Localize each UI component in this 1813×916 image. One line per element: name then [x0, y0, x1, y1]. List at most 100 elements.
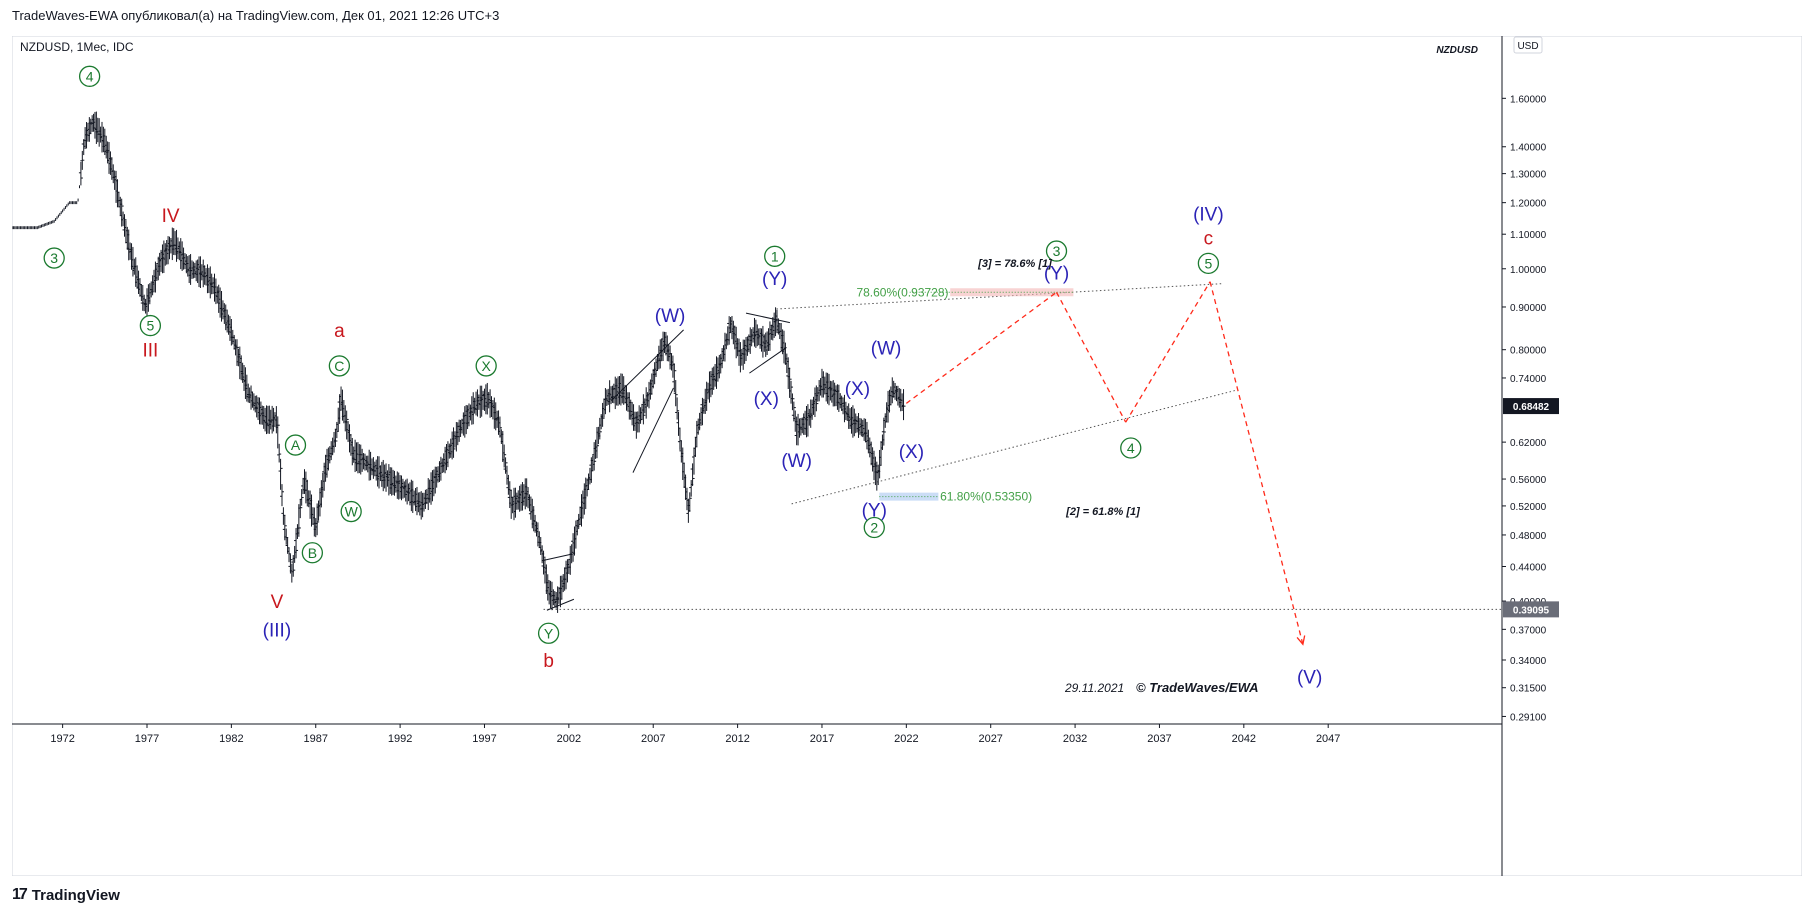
wave-label-circle: [764, 245, 786, 267]
trendline: [610, 329, 684, 402]
x-tick-label: 1982: [219, 733, 243, 745]
forecast-segment: [1055, 291, 1127, 423]
y-tick-label: 1.40000: [1510, 143, 1547, 154]
wave-label: (X): [754, 389, 779, 410]
chart-frame[interactable]: 78.60%(0.93728) 61.80%(0.53350) 4 3 IV 5 III a…: [11, 35, 1803, 877]
wave-label: 4: [1127, 440, 1135, 456]
y-tick-label: 0.74000: [1510, 374, 1547, 385]
forecast-segment: [905, 291, 1057, 404]
y-tick-label: 1.20000: [1510, 199, 1547, 210]
wave-label-circle: [1120, 437, 1142, 459]
y-tick-label: 0.34000: [1510, 656, 1547, 667]
footer-brand[interactable]: TradingView: [31, 886, 120, 904]
wave-label: 5: [146, 318, 154, 334]
y-tick-label: 0.90000: [1510, 303, 1547, 314]
x-tick-label: 2032: [1063, 733, 1087, 745]
fib-top-label: 78.60%(0.93728): [856, 285, 948, 299]
x-tick-label: 1997: [472, 733, 496, 745]
x-tick-label: 2012: [725, 733, 749, 745]
wave-label: (III): [263, 620, 292, 641]
wave-label: (X): [845, 379, 870, 400]
y-tick-label: 0.48000: [1510, 531, 1547, 542]
wave-label: c: [1204, 229, 1214, 250]
x-tick-label: 2022: [894, 733, 918, 745]
wave-label: A: [291, 437, 301, 453]
wave-label: W: [345, 504, 359, 520]
wave-label: (IV): [1193, 204, 1224, 225]
currency-button[interactable]: USD: [1513, 36, 1543, 54]
wave-label-circle: [284, 434, 307, 456]
x-tick-label: 2017: [810, 733, 834, 745]
wave-label: X: [481, 358, 491, 374]
wave-label-circle: [1197, 252, 1220, 275]
y-tick-label: 0.56000: [1510, 475, 1547, 486]
trendline: [791, 389, 1236, 505]
chart-svg[interactable]: 78.60%(0.93728) 61.80%(0.53350) 4 3 IV 5 III a…: [11, 35, 1803, 877]
wave-label: 4: [86, 68, 94, 84]
wave-label: (W): [655, 306, 686, 327]
trendline: [541, 553, 571, 562]
x-tick-label: 1972: [50, 733, 74, 745]
forecast-layer: [905, 281, 1306, 646]
wave-label: 5: [1204, 255, 1212, 271]
wave-label-circle: [1045, 240, 1068, 262]
wave-label: 3: [50, 250, 58, 266]
y-tick-label: 0.62000: [1510, 438, 1547, 449]
wave-label: B: [308, 545, 317, 561]
x-tick-label: 2037: [1147, 733, 1171, 745]
wave-label-circle: [863, 516, 885, 539]
x-tick-label: 1992: [388, 733, 412, 745]
trendline: [745, 312, 791, 324]
x-tick-label: 2002: [557, 733, 581, 745]
annotation-copyright: © TradeWaves/EWA: [1136, 680, 1259, 695]
wave-label: 1: [771, 248, 779, 264]
fib-bottom-zone: [879, 492, 939, 501]
forecast-segment: [1125, 281, 1211, 423]
wave-label-circle: [340, 500, 362, 523]
wave-label: b: [543, 651, 554, 672]
wave-label-circle: [328, 355, 351, 377]
y-tick-label: 1.10000: [1510, 230, 1547, 241]
y-tick-label: 0.44000: [1510, 563, 1547, 574]
last-price-tag-bg: [1503, 398, 1559, 415]
y-tick-label: 1.60000: [1510, 94, 1547, 105]
forecast-arrowhead: [1296, 635, 1306, 646]
trendline-layer: [541, 283, 1502, 611]
support-price-tag-bg: [1503, 601, 1559, 618]
wave-label-circle: [475, 355, 497, 377]
x-tick-label: 1987: [303, 733, 327, 745]
price-bars: [11, 111, 906, 613]
publisher-line: TradeWaves-EWA опубликовал(а) на Trading…: [12, 8, 500, 23]
symbol-tag: NZDUSD: [1436, 45, 1478, 56]
wave-label: 3: [1053, 243, 1061, 259]
symbol-line: NZDUSD, 1Мес, IDC: [20, 40, 134, 54]
y-tick-label: 0.52000: [1510, 502, 1547, 513]
x-tick-label: 2042: [1232, 733, 1256, 745]
footer: 17 TradingView: [12, 886, 120, 904]
annotation-date: 29.11.2021: [1064, 681, 1124, 695]
y-tick-label: 0.80000: [1510, 346, 1547, 357]
wave-label: (V): [1297, 667, 1322, 688]
y-tick-label: 0.31500: [1510, 684, 1547, 695]
axis-labels: 1972 1977 1982 1987 1992 1997 2002 2007 2012 2017…: [50, 94, 1559, 745]
wave-label: Y: [544, 625, 554, 641]
wave-label: V: [271, 592, 284, 613]
fibonacci-layer: 78.60%(0.93728) 61.80%(0.53350): [856, 285, 1074, 504]
wave-label-circle: [537, 622, 560, 644]
wave-label: a: [334, 321, 345, 342]
x-tick-label: 2007: [641, 733, 665, 745]
x-tick-label: 2027: [978, 733, 1002, 745]
wave-label: C: [334, 358, 344, 374]
wave-label-circle: [139, 314, 162, 337]
fib-top-note: [3] = 78.6% [1]: [977, 258, 1052, 270]
wave-label: 2: [870, 519, 878, 535]
trendline: [749, 347, 787, 374]
trendline: [776, 283, 1224, 310]
wave-label: IV: [162, 206, 180, 227]
chart-border: [11, 35, 1803, 877]
wave-label: (X): [899, 442, 924, 463]
currency-label: USD: [1517, 41, 1538, 52]
y-tick-label: 1.00000: [1510, 265, 1547, 276]
x-tick-label: 2047: [1316, 733, 1340, 745]
